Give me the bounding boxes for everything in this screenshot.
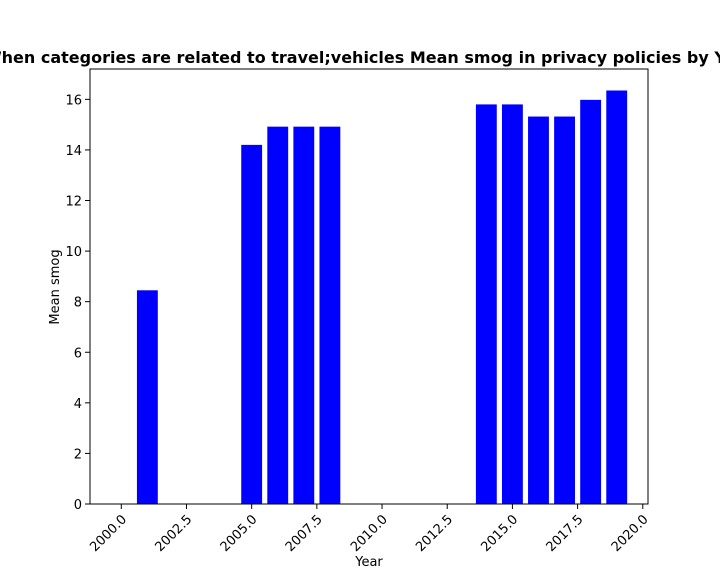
x-tick-label: 2020.0 [609, 512, 652, 555]
y-axis-ticks: 0 2 4 6 8 10 12 14 16 [65, 93, 90, 513]
y-tick-label: 16 [65, 93, 82, 108]
x-tick-label: 2002.5 [153, 512, 196, 555]
x-axis-label: Year [354, 555, 383, 570]
y-tick-label: 0 [74, 498, 82, 513]
bar-2001 [136, 290, 158, 504]
plot-area-frame [89, 68, 649, 505]
bar-2017 [554, 116, 575, 504]
bars-layer [136, 90, 628, 505]
bar-2008 [319, 126, 341, 505]
bar-2018 [580, 99, 602, 505]
bar-2014 [475, 104, 497, 504]
y-tick-label: 12 [65, 195, 82, 210]
x-axis-ticks: 2000.0 2002.5 2005.0 2007.5 2010.0 2012.5 2015… [87, 504, 652, 555]
bar-2007 [293, 126, 315, 505]
x-tick-label: 2007.5 [283, 512, 326, 555]
y-tick-label: 2 [74, 447, 82, 462]
bar-2006 [267, 126, 289, 505]
y-axis-label: Mean smog [48, 249, 63, 324]
bar-2005 [241, 144, 263, 505]
y-tick-label: 4 [74, 397, 82, 412]
y-tick-label: 6 [74, 346, 82, 361]
bar-2019 [606, 90, 628, 504]
x-tick-label: 2017.5 [544, 512, 587, 555]
chart-title: When categories are related to travel;ve… [0, 48, 720, 67]
x-tick-label: 2015.0 [478, 512, 521, 555]
y-tick-label: 8 [74, 296, 82, 311]
x-tick-label: 2012.5 [413, 512, 456, 555]
x-tick-label: 2010.0 [348, 512, 391, 555]
bar-2015 [501, 104, 523, 504]
y-tick-label: 10 [65, 245, 82, 260]
bar-2016 [528, 116, 549, 504]
x-tick-label: 2005.0 [218, 512, 261, 555]
y-tick-label: 14 [65, 144, 82, 159]
x-tick-label: 2000.0 [87, 512, 130, 555]
